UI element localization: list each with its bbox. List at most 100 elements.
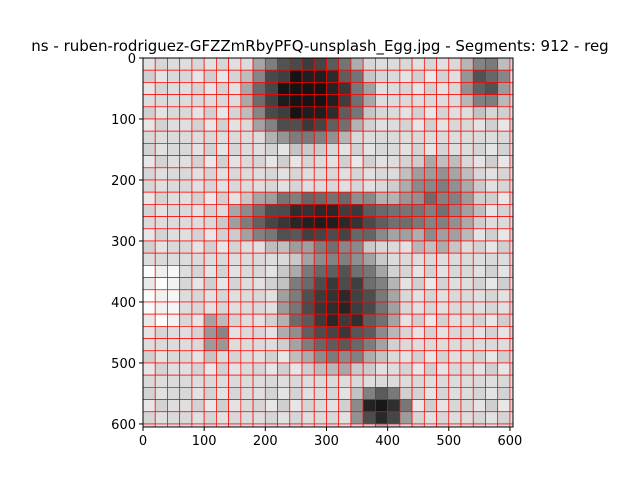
segment-cell <box>472 130 486 144</box>
segment-cell <box>448 216 462 230</box>
segment-cell <box>277 252 291 266</box>
segment-cell <box>326 326 340 339</box>
segment-cell <box>289 362 303 376</box>
segment-cell <box>277 216 291 230</box>
segment-cell <box>301 143 315 156</box>
segment-cell <box>191 313 205 327</box>
segment-cell <box>143 338 156 352</box>
segment-cell <box>472 399 486 413</box>
segment-cell <box>362 155 376 169</box>
segment-cell <box>350 94 364 108</box>
segment-cell <box>264 69 278 83</box>
segment-cell <box>411 387 425 400</box>
segment-cell <box>326 69 340 83</box>
segment-cell <box>179 252 193 266</box>
segment-cell <box>411 155 425 169</box>
segment-cell <box>497 130 511 144</box>
segment-cell <box>460 326 474 339</box>
segment-cell <box>399 387 413 400</box>
segment-cell <box>411 301 425 315</box>
segment-cell <box>143 155 156 169</box>
segment-cell <box>191 387 205 400</box>
segment-cell <box>472 277 486 291</box>
segment-cell <box>313 82 327 95</box>
segment-cell <box>436 277 450 291</box>
segment-cell <box>191 130 205 144</box>
segment-cell <box>216 374 229 388</box>
segment-cell <box>167 106 181 120</box>
segment-cell <box>497 191 511 205</box>
segment-cell <box>277 130 291 144</box>
segment-cell <box>240 240 254 254</box>
segment-cell <box>179 143 193 156</box>
segment-cell <box>497 374 511 388</box>
segment-cell <box>460 350 474 364</box>
segment-cell <box>179 82 193 95</box>
segment-cell <box>423 338 437 352</box>
segment-cell <box>338 252 352 266</box>
segment-cell <box>362 265 376 278</box>
segment-cell <box>399 374 413 388</box>
segment-cell <box>472 191 486 205</box>
segment-cell <box>497 82 511 95</box>
segment-cell <box>485 94 499 108</box>
segment-cell <box>167 118 181 132</box>
segment-cell <box>216 399 229 413</box>
segment-cell <box>252 277 266 291</box>
segment-cell <box>167 155 181 169</box>
segment-cell <box>154 216 168 230</box>
segment-cell <box>338 399 352 413</box>
segment-cell <box>301 289 315 303</box>
segment-cell <box>350 191 364 205</box>
segment-cell <box>399 155 413 169</box>
segment-cell <box>179 204 193 217</box>
segment-cell <box>252 228 266 242</box>
segment-cell <box>264 399 278 413</box>
segment-cell <box>240 228 254 242</box>
segment-cell <box>191 69 205 83</box>
segment-cell <box>277 82 291 95</box>
segment-cell <box>240 216 254 230</box>
segment-cell <box>375 204 388 217</box>
segment-cell <box>497 277 511 291</box>
segment-cell <box>167 411 181 425</box>
segment-cell <box>350 58 364 71</box>
segment-cell <box>191 106 205 120</box>
segment-cell <box>167 387 181 400</box>
segment-cell <box>143 94 156 108</box>
segment-cell <box>179 58 193 71</box>
segment-cell <box>179 118 193 132</box>
segment-cell <box>338 313 352 327</box>
segment-cell <box>497 350 511 364</box>
segment-cell <box>338 228 352 242</box>
segment-cell <box>252 411 266 425</box>
segment-cell <box>252 240 266 254</box>
segment-cell <box>350 167 364 181</box>
segment-cell <box>143 179 156 193</box>
segment-cell <box>362 179 376 193</box>
segment-cell <box>326 167 340 181</box>
segment-cell <box>326 399 340 413</box>
segment-cell <box>191 374 205 388</box>
segment-cell <box>387 179 401 193</box>
segment-cell <box>313 252 327 266</box>
segment-cell <box>154 69 168 83</box>
segment-cell <box>203 362 217 376</box>
y-tick-label: 600 <box>111 418 136 433</box>
segment-cell <box>350 130 364 144</box>
segment-cell <box>289 58 303 71</box>
segment-cell <box>338 350 352 364</box>
segment-cell <box>497 143 511 156</box>
segment-cell <box>289 411 303 425</box>
segment-cell <box>387 216 401 230</box>
segment-cell <box>472 362 486 376</box>
segment-cell <box>289 301 303 315</box>
segment-cell <box>216 240 229 254</box>
segment-cell <box>497 58 511 71</box>
segment-cell <box>350 350 364 364</box>
segment-cell <box>313 411 327 425</box>
segment-cell <box>436 228 450 242</box>
segment-cell <box>167 326 181 339</box>
y-tick-label: 300 <box>111 235 136 250</box>
segment-cell <box>436 118 450 132</box>
